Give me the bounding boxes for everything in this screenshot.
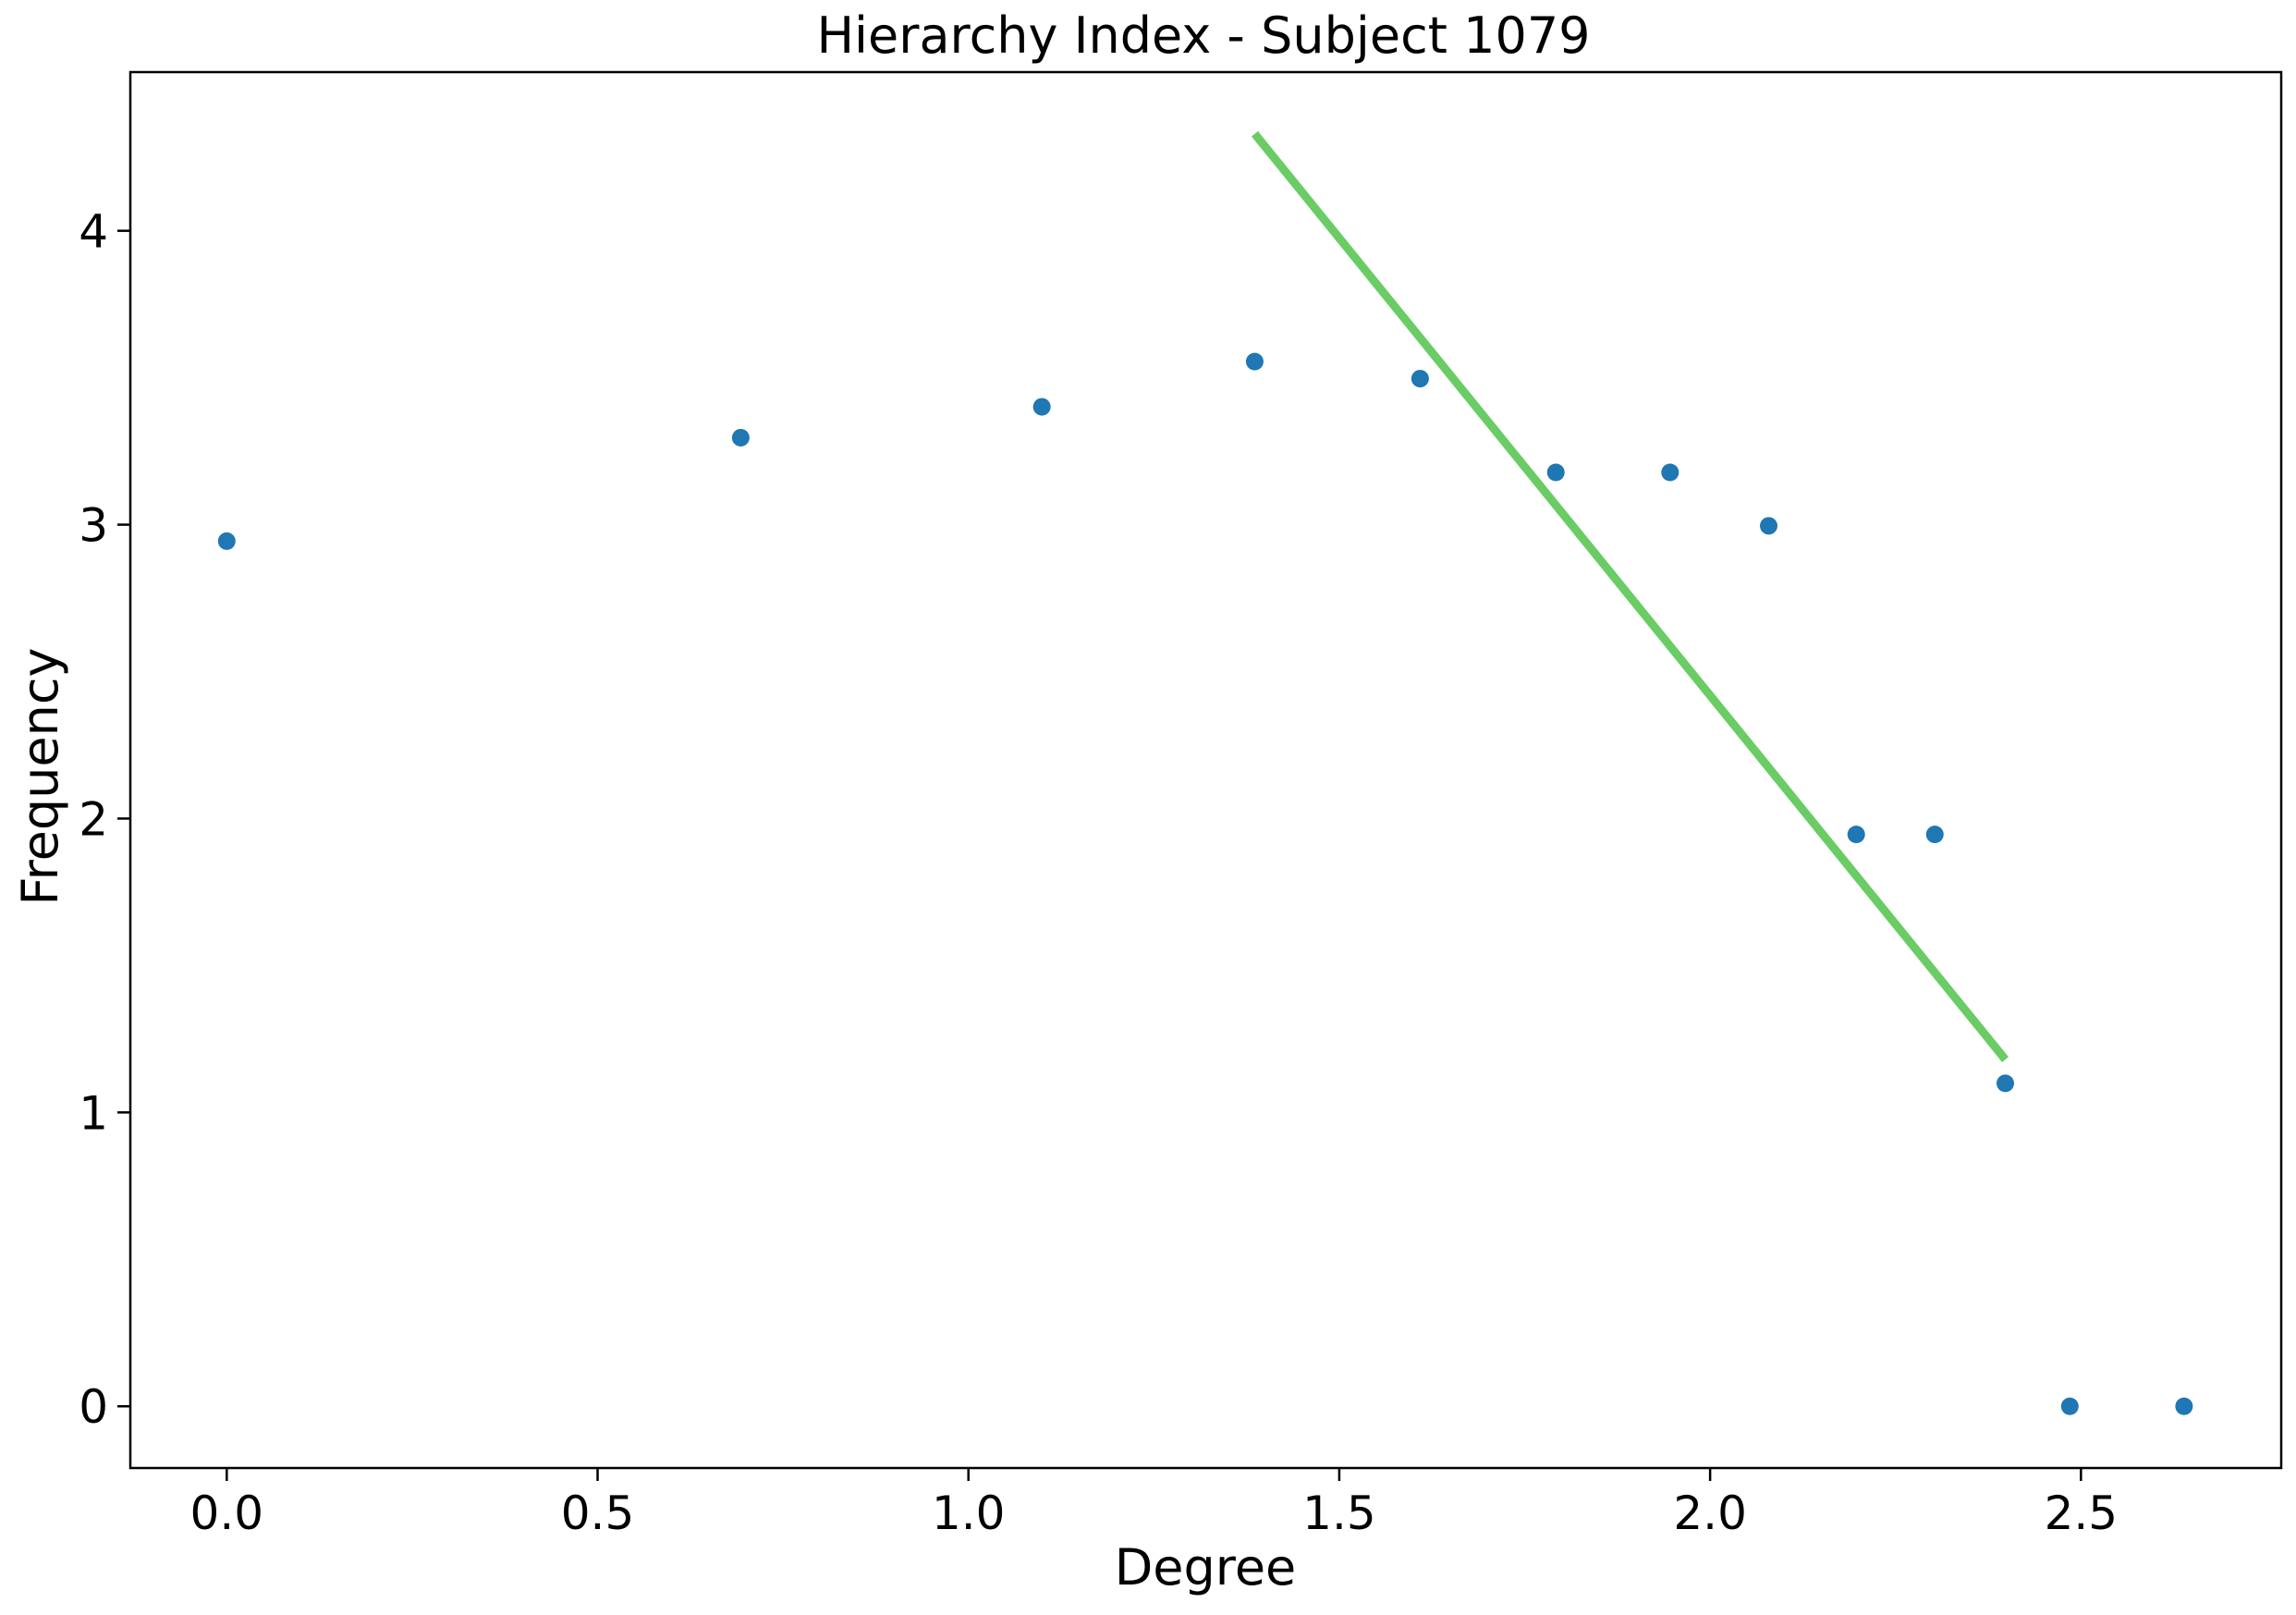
- y-tick-label: 0: [79, 1380, 108, 1434]
- data-point: [2175, 1397, 2193, 1415]
- x-tick-label: 0.0: [190, 1487, 264, 1540]
- y-tick-label: 1: [79, 1086, 108, 1140]
- y-tick-label: 3: [79, 499, 108, 553]
- x-axis: 0.0 0.5 1.0 1.5 2.0 2.5: [190, 1468, 2119, 1540]
- data-point: [1661, 463, 1679, 482]
- x-tick-label: 2.0: [1673, 1487, 1747, 1540]
- x-tick-label: 1.5: [1302, 1487, 1376, 1540]
- x-tick-label: 0.5: [561, 1487, 635, 1540]
- data-point: [1997, 1074, 2015, 1093]
- data-point: [1546, 463, 1565, 482]
- data-point: [1847, 826, 1865, 844]
- x-axis-label: Degree: [1115, 1538, 1297, 1597]
- plot-frame: [128, 70, 2283, 1470]
- chart-title: Hierarchy Index - Subject 1079: [816, 6, 1590, 65]
- data-point: [1760, 517, 1778, 535]
- data-point: [1032, 398, 1051, 416]
- y-tick-label: 2: [79, 792, 108, 846]
- y-axis: 0 1 2 3 4: [79, 205, 130, 1434]
- x-tick-label: 2.5: [2045, 1487, 2119, 1540]
- data-point: [217, 532, 236, 550]
- data-point: [1925, 826, 1944, 844]
- x-tick-label: 1.0: [932, 1487, 1006, 1540]
- y-axis-label: Frequency: [11, 648, 69, 906]
- data-point: [731, 428, 750, 447]
- y-tick-label: 4: [79, 205, 108, 259]
- data-point: [1245, 352, 1264, 371]
- plot-area: [217, 130, 2193, 1415]
- data-point: [1411, 370, 1429, 388]
- data-point: [2060, 1397, 2079, 1415]
- fit-line: [1251, 130, 2009, 1062]
